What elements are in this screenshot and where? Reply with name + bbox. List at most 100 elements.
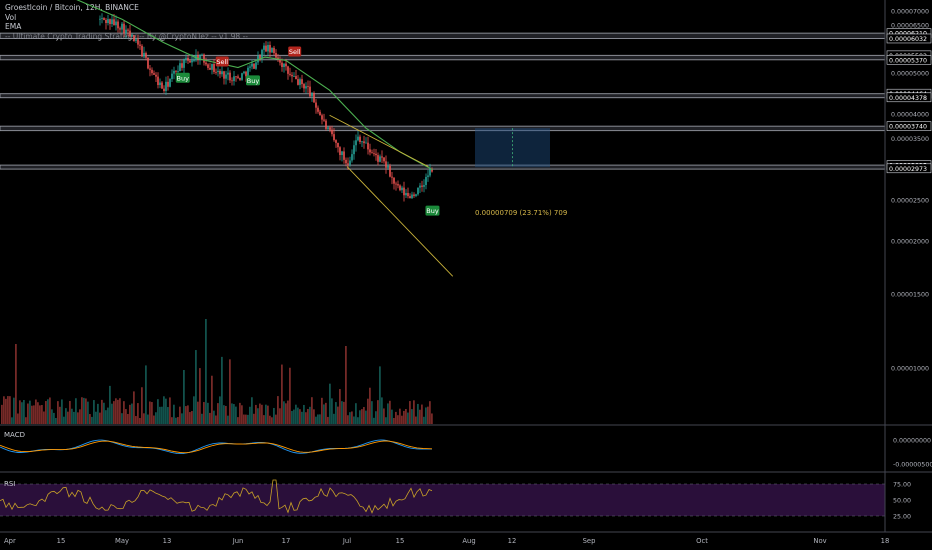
- candle-body: [131, 35, 133, 37]
- time-tick-label: May: [115, 537, 129, 545]
- volume-bar: [287, 400, 289, 424]
- volume-bar: [427, 406, 429, 424]
- volume-bar: [233, 404, 235, 424]
- candle-body: [143, 52, 145, 57]
- volume-bar: [119, 398, 121, 424]
- volume-bar: [45, 401, 47, 424]
- candle-body: [107, 19, 109, 23]
- candle-body: [381, 156, 383, 158]
- candle-body: [387, 165, 389, 168]
- candle-body: [365, 142, 367, 144]
- volume-bar: [397, 415, 399, 424]
- volume-bar: [103, 402, 105, 424]
- candle-body: [129, 30, 131, 37]
- volume-bar: [57, 401, 59, 424]
- candle-body: [197, 54, 199, 60]
- volume-bar: [399, 408, 401, 424]
- volume-bar: [257, 408, 259, 424]
- volume-bar: [373, 417, 375, 424]
- volume-bar: [139, 417, 141, 424]
- time-tick-label: 15: [396, 537, 405, 545]
- candle-body: [253, 63, 255, 69]
- volume-bar: [429, 401, 431, 424]
- volume-bar: [165, 398, 167, 424]
- volume-bar: [95, 411, 97, 424]
- volume-bar: [431, 413, 433, 424]
- candle-body: [409, 196, 411, 199]
- candle-body: [279, 59, 281, 63]
- candle-body: [151, 69, 153, 74]
- candle-body: [257, 55, 259, 63]
- volume-bar: [111, 403, 113, 424]
- volume-bar: [415, 416, 417, 424]
- volume-bar: [169, 397, 171, 424]
- volume-bar: [279, 408, 281, 424]
- price-tick-label: 0.00007000: [891, 9, 929, 16]
- volume-bar: [341, 401, 343, 424]
- volume-bar: [303, 404, 305, 424]
- volume-bar: [385, 417, 387, 424]
- volume-bar: [193, 396, 195, 424]
- volume-bar: [201, 413, 203, 424]
- price-tick-label: 0.00003500: [891, 136, 929, 143]
- volume-bar: [327, 416, 329, 424]
- candle-body: [327, 127, 329, 129]
- volume-bar: [99, 412, 101, 424]
- volume-bar: [9, 396, 11, 424]
- candle-body: [215, 71, 217, 73]
- volume-bar: [49, 397, 51, 424]
- volume-bar: [153, 415, 155, 424]
- volume-bar: [211, 375, 213, 424]
- volume-bar: [209, 412, 211, 424]
- volume-bar: [267, 405, 269, 424]
- volume-bar: [281, 364, 283, 424]
- candle-body: [111, 19, 113, 25]
- candle-body: [285, 63, 287, 67]
- volume-bar: [357, 417, 359, 424]
- candle-body: [273, 47, 275, 54]
- candle-body: [103, 18, 105, 20]
- volume-bar: [349, 412, 351, 424]
- volume-bar: [173, 404, 175, 424]
- volume-bar: [227, 415, 229, 424]
- time-tick-label: Apr: [4, 537, 16, 545]
- volume-bar: [177, 417, 179, 424]
- time-tick-label: Oct: [696, 537, 708, 545]
- volume-bar: [295, 404, 297, 424]
- volume-bar: [289, 367, 291, 424]
- sell-signal-label: Sell: [289, 48, 301, 56]
- macd-signal-line: [0, 440, 433, 454]
- volume-bar: [123, 401, 125, 424]
- level-label-box: [886, 121, 932, 131]
- candle-body: [243, 71, 245, 74]
- volume-bar: [29, 400, 31, 424]
- volume-bar: [187, 405, 189, 424]
- volume-bar: [79, 409, 81, 424]
- volume-bar: [163, 396, 165, 424]
- candle-body: [297, 79, 299, 85]
- candle-body: [145, 52, 147, 58]
- time-tick-label: 12: [508, 537, 517, 545]
- level-label-box: [886, 163, 932, 174]
- volume-bar: [137, 403, 139, 424]
- volume-bar: [87, 401, 89, 424]
- candle-body: [425, 176, 427, 186]
- level-price-label: 0.00003740: [889, 124, 927, 131]
- volume-bar: [293, 409, 295, 424]
- sell-signal-label: Sell: [216, 58, 228, 66]
- candle-body: [291, 74, 293, 77]
- volume-bar: [109, 385, 111, 424]
- buy-signal-label: Buy: [426, 207, 439, 215]
- candle-body: [219, 70, 221, 75]
- candle-body: [175, 70, 177, 72]
- candle-body: [277, 57, 279, 60]
- candle-body: [407, 193, 409, 197]
- candle-body: [405, 193, 407, 196]
- candle-body: [389, 165, 391, 177]
- volume-bar: [391, 409, 393, 424]
- rsi-title: RSI: [4, 480, 15, 488]
- candle-body: [411, 194, 413, 199]
- candle-body: [403, 187, 405, 196]
- candle-body: [423, 185, 425, 187]
